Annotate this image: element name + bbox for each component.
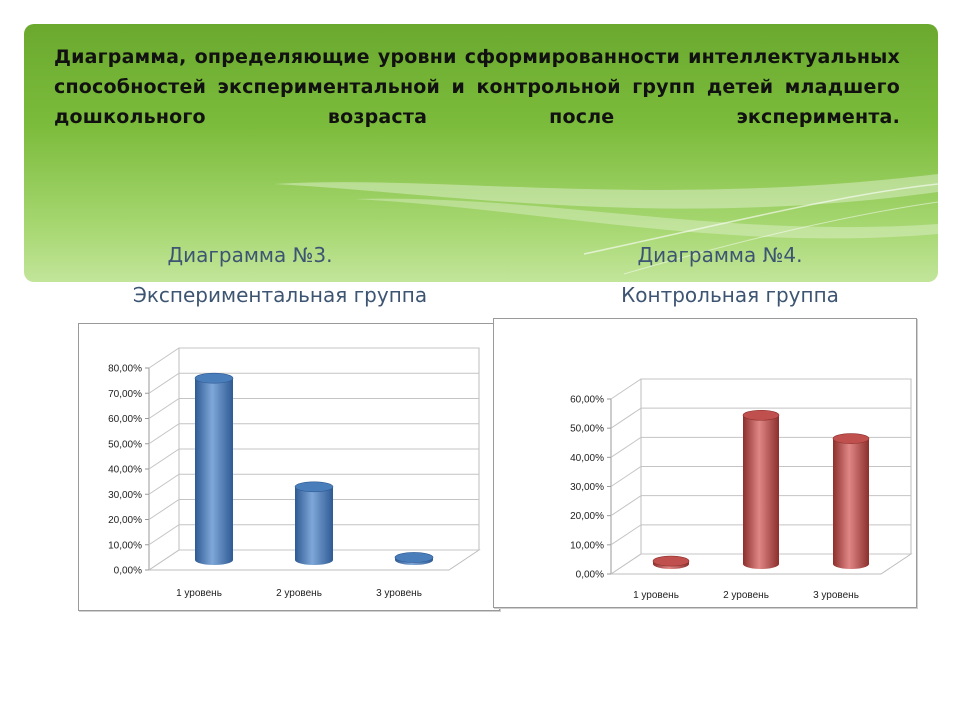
gridline (148, 448, 479, 470)
bar-body (295, 486, 333, 565)
gridline (148, 499, 479, 520)
bar-top (394, 552, 434, 563)
bar-top (194, 372, 234, 384)
gridline (148, 524, 479, 546)
gridline (610, 466, 911, 487)
y-tick-label: 20,00% (108, 515, 142, 526)
y-tick-label: 30,00% (108, 490, 142, 501)
y-tick-label: 30,00% (570, 482, 604, 493)
y-tick-label: 20,00% (570, 511, 604, 522)
gridline (610, 407, 911, 429)
gridline (610, 524, 911, 546)
y-tick-label: 60,00% (108, 414, 142, 425)
gridline (148, 347, 479, 369)
chart-svg-control: 0,00% 10,00% 20,00% 30,00% 40,00% 50,00% 60,00… (570, 378, 913, 601)
control-group-chart: 0,00% 10,00% 20,00% 30,00% 40,00% 50,00% 60,00… (493, 318, 917, 608)
x-category-label: 2 уровень (723, 590, 769, 601)
gridline (148, 473, 479, 495)
bar-3 (832, 433, 870, 569)
slide-title: Диаграмма, определяющие уровни сформиров… (54, 46, 900, 128)
y-tick-label: 40,00% (570, 453, 604, 464)
chart-svg-experimental: 0,00% 10,00% 20,00% 30,00% 40,00% 50,00% 60,00… (108, 347, 481, 599)
bar-body (195, 378, 233, 565)
bar-top (294, 481, 334, 493)
chart3-caption: Диаграмма №3. (167, 243, 333, 267)
bar-top (652, 555, 690, 567)
experimental-group-chart: 0,00% 10,00% 20,00% 30,00% 40,00% 50,00% 60,00… (78, 323, 500, 611)
x-category-label: 1 уровень (633, 590, 679, 601)
gridline (148, 549, 479, 571)
y-tick-label: 40,00% (108, 465, 142, 476)
chart3-group-caption: Экспериментальная группа (132, 283, 428, 307)
gridline (610, 495, 911, 517)
y-tick-label: 0,00% (576, 570, 604, 581)
y-tick-label: 0,00% (114, 566, 142, 577)
gridline (610, 553, 911, 575)
bar-body (743, 415, 779, 569)
y-tick-label: 80,00% (108, 364, 142, 375)
y-tick-label: 50,00% (108, 439, 142, 450)
y-tick-label: 10,00% (108, 540, 142, 551)
decorative-swoosh (274, 174, 938, 275)
x-category-label: 1 уровень (176, 588, 222, 599)
bar-body (833, 438, 869, 569)
gridline (148, 423, 479, 445)
bar-top (832, 433, 870, 444)
gridline (610, 378, 911, 400)
chart4-caption: Диаграмма №4. (637, 243, 803, 267)
gridline (148, 372, 479, 394)
bar-1 (652, 555, 690, 569)
y-tick-label: 10,00% (570, 540, 604, 551)
title-banner (24, 24, 938, 282)
gridline (148, 398, 479, 419)
x-category-label: 3 уровень (376, 588, 422, 599)
bar-2 (294, 481, 334, 565)
y-tick-label: 70,00% (108, 389, 142, 400)
x-category-label: 2 уровень (276, 588, 322, 599)
gridline (610, 436, 911, 458)
chart4-group-caption: Контрольная группа (621, 283, 839, 307)
y-tick-label: 50,00% (570, 424, 604, 435)
bar-3 (394, 552, 434, 565)
bar-2 (742, 409, 780, 569)
y-tick-label: 60,00% (570, 395, 604, 406)
x-category-label: 3 уровень (813, 590, 859, 601)
bar-1 (194, 372, 234, 565)
bar-top (742, 409, 780, 421)
